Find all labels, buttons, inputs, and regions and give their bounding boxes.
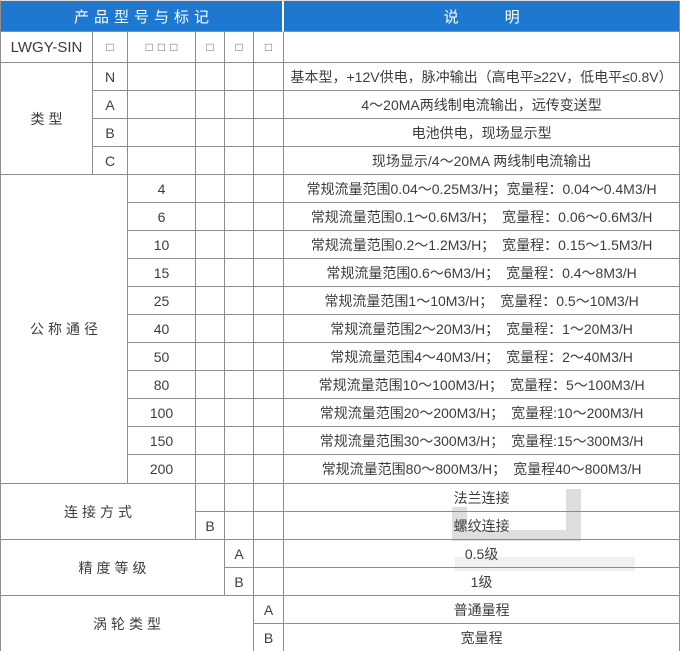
watermark (566, 489, 581, 541)
watermark (452, 530, 581, 541)
type-code: C (93, 147, 128, 175)
diameter-desc: 常规流量范围1～10M3/H； 宽量程：0.5～10M3/H (284, 287, 680, 315)
accuracy-desc: 0.5级 (284, 540, 680, 568)
type-desc: 电池供电，现场显示型 (284, 119, 680, 147)
model-desc-empty (284, 32, 680, 63)
connection-desc: 法兰连接 (284, 484, 680, 512)
model-slot-5: □ (254, 32, 285, 63)
type-desc: 4～20MA两线制电流输出，远传变送型 (284, 91, 680, 119)
diameter-desc: 常规流量范围0.6～6M3/H； 宽量程：0.4～8M3/H (284, 259, 680, 287)
connection-code (196, 484, 225, 512)
turbine-code: B (254, 624, 285, 651)
table-row: 类型 N 基本型，+12V供电，脉冲输出（高电平≥22V，低电平≤0.8V） (1, 63, 680, 175)
diameter-desc: 常规流量范围0.04～0.25M3/H；宽量程：0.04～0.4M3/H (284, 175, 680, 203)
type-code: N (93, 63, 128, 91)
turbine-desc: 普通量程 (284, 596, 680, 624)
model-name: LWGY-SIN (1, 32, 93, 63)
section-label-connection: 连接方式 (1, 484, 196, 540)
diameter-desc: 常规流量范围2～20M3/H； 宽量程：1～20M3/H (284, 315, 680, 343)
table-row: 公称通径 4 常规流量范围0.04～0.25M3/H；宽量程：0.04～0.4M… (1, 175, 680, 484)
diameter-desc: 常规流量范围30～300M3/H； 宽量程:15～300M3/H (284, 427, 680, 455)
diameter-desc: 常规流量范围20～200M3/H； 宽量程:10～200M3/H (284, 399, 680, 427)
model-row: LWGY-SIN □ □□□ □ □ □ (1, 32, 680, 63)
diameter-code: 50 (128, 343, 196, 371)
diameter-desc: 常规流量范围4～40M3/H； 宽量程：2～40M3/H (284, 343, 680, 371)
table-row: 连接方式 法兰连接 (1, 484, 680, 540)
diameter-code: 25 (128, 287, 196, 315)
diameter-code: 10 (128, 231, 196, 259)
type-code: B (93, 119, 128, 147)
connection-code: B (196, 512, 225, 540)
table-row: 150 常规流量范围30～300M3/H； 宽量程:15～300M3/H (1, 427, 680, 455)
table-row: 涡轮类型 A 普通量程 (1, 596, 680, 651)
table-row: 40 常规流量范围2～20M3/H； 宽量程：1～20M3/H (1, 315, 680, 343)
section-label-diameter: 公称通径 (1, 175, 128, 484)
type-desc: 现场显示/4～20MA 两线制电流输出 (284, 147, 680, 175)
model-slot-1: □ (93, 32, 128, 63)
diameter-code: 4 (128, 175, 196, 203)
type-code: A (93, 91, 128, 119)
turbine-code: A (254, 596, 285, 624)
diameter-desc: 常规流量范围10～100M3/H； 宽量程：5～100M3/H (284, 371, 680, 399)
connection-desc: 螺纹连接 (284, 512, 680, 540)
table-row: 25 常规流量范围1～10M3/H； 宽量程：0.5～10M3/H (1, 287, 680, 315)
accuracy-code: A (225, 540, 254, 568)
table-row: 10 常规流量范围0.2～1.2M3/H； 宽量程：0.15～1.5M3/H (1, 231, 680, 259)
table-row: 100 常规流量范围20～200M3/H； 宽量程:10～200M3/H (1, 399, 680, 427)
diameter-code: 6 (128, 203, 196, 231)
accuracy-code: B (225, 568, 254, 596)
header-model-marking: 产品型号与标记 (1, 1, 285, 32)
diameter-code: 200 (128, 455, 196, 484)
table-header-row: 产品型号与标记 说明 (1, 1, 680, 32)
diameter-code: 40 (128, 315, 196, 343)
header-description: 说明 (284, 1, 680, 32)
diameter-desc: 常规流量范围80～800M3/H； 宽量程40～800M3/H (284, 455, 680, 484)
turbine-desc: 宽量程 (284, 624, 680, 651)
section-label-turbine: 涡轮类型 (1, 596, 254, 651)
table-row: B 螺纹连接 (1, 512, 680, 540)
section-label-accuracy: 精度等级 (1, 540, 225, 596)
table-row: 精度等级 A 0.5级 (1, 540, 680, 596)
model-slot-3: □ (196, 32, 225, 63)
diameter-code: 150 (128, 427, 196, 455)
model-slot-4: □ (225, 32, 254, 63)
diameter-code: 15 (128, 259, 196, 287)
table-row: C 现场显示/4～20MA 两线制电流输出 (1, 147, 680, 175)
accuracy-desc: 1级 (284, 568, 680, 596)
diameter-code: 80 (128, 371, 196, 399)
diameter-code: 100 (128, 399, 196, 427)
type-desc: 基本型，+12V供电，脉冲输出（高电平≥22V，低电平≤0.8V） (284, 63, 680, 91)
table-row: 200 常规流量范围80～800M3/H； 宽量程40～800M3/H (1, 455, 680, 484)
table-row: 50 常规流量范围4～40M3/H； 宽量程：2～40M3/H (1, 343, 680, 371)
table-row: 80 常规流量范围10～100M3/H； 宽量程：5～100M3/H (1, 371, 680, 399)
table-row: B 电池供电，现场显示型 (1, 119, 680, 147)
diameter-desc: 常规流量范围0.2～1.2M3/H； 宽量程：0.15～1.5M3/H (284, 231, 680, 259)
model-slot-2: □□□ (128, 32, 196, 63)
table-row: A 4～20MA两线制电流输出，远传变送型 (1, 91, 680, 119)
diameter-desc: 常规流量范围0.1～0.6M3/H； 宽量程：0.06～0.6M3/H (284, 203, 680, 231)
section-label-type: 类型 (1, 63, 93, 175)
